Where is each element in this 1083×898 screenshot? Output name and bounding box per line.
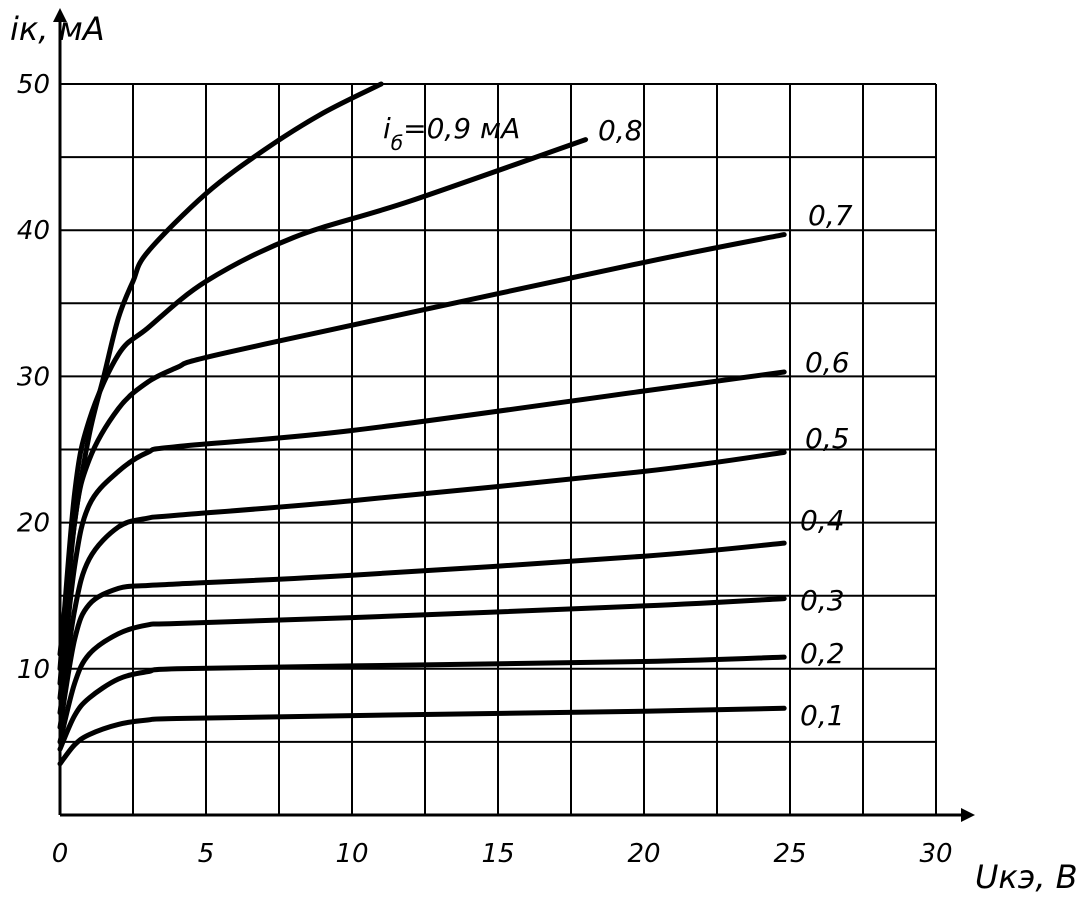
y-tick-label: 20 <box>17 509 50 539</box>
series-curve-2 <box>57 596 787 745</box>
series-curve-3 <box>57 540 787 730</box>
x-tick-label: 30 <box>919 839 952 869</box>
x-tick-label: 20 <box>627 839 660 869</box>
y-tick-label: 30 <box>17 362 50 392</box>
series-labels: 0,1 0,2 0,3 0,4 0,5 0,6 0,7 0,8 iб=0,9 мА <box>383 112 853 732</box>
series-label-3: 0,4 <box>800 504 845 537</box>
y-tick-label: 50 <box>17 70 50 100</box>
series-curve-1 <box>57 654 787 752</box>
series-curve-4 <box>57 449 787 716</box>
series-label-2: 0,3 <box>800 584 845 617</box>
plot-grid <box>60 83 937 815</box>
series-curves <box>57 81 787 767</box>
y-tick-label: 10 <box>17 655 50 685</box>
series-label-4: 0,5 <box>805 422 850 455</box>
series-label-5: 0,6 <box>805 346 850 379</box>
series-curve-7 <box>57 137 589 672</box>
x-tick-label: 10 <box>335 839 368 869</box>
series-label-1: 0,2 <box>800 637 845 670</box>
y-axis-title: iк, мА <box>10 10 105 48</box>
x-tick-label: 0 <box>52 839 69 869</box>
series-curve-8 <box>57 81 384 657</box>
x-tick-label: 5 <box>198 839 215 869</box>
series-label-0: 0,1 <box>800 699 845 732</box>
series-curve-5 <box>57 369 787 701</box>
tick-labels: 0 5 10 15 20 25 30 10 20 30 40 50 <box>17 70 953 869</box>
series-label-7: 0,8 <box>598 114 643 147</box>
x-axis-title: Uкэ, В <box>975 858 1078 896</box>
x-tick-label: 15 <box>481 839 514 869</box>
series-label-8: iб=0,9 мА <box>383 112 520 155</box>
y-tick-label: 40 <box>17 216 50 246</box>
series-label-6: 0,7 <box>808 199 853 232</box>
series-curve-0 <box>57 705 787 767</box>
x-tick-label: 25 <box>773 839 806 869</box>
